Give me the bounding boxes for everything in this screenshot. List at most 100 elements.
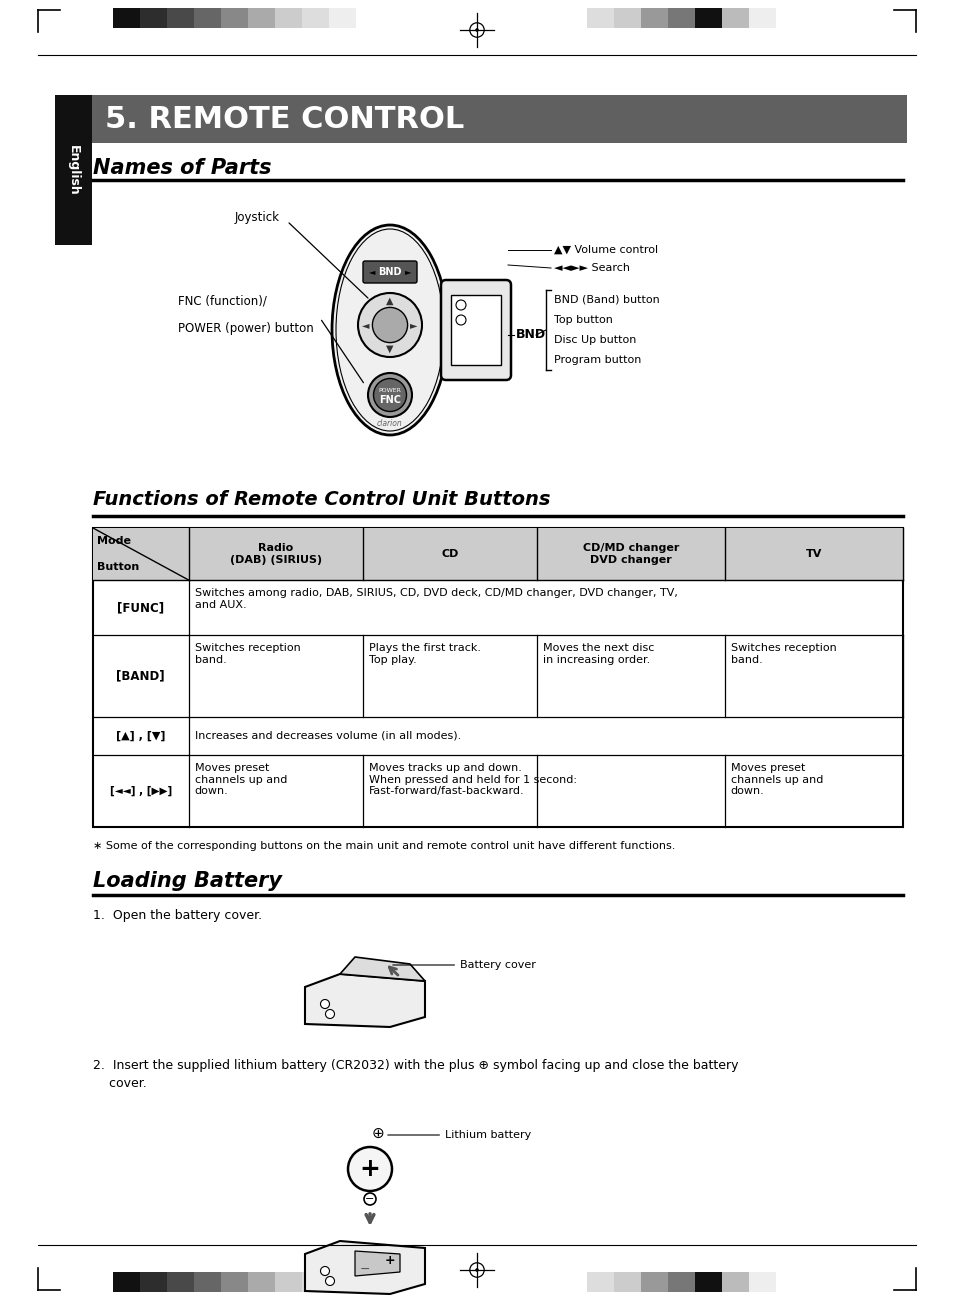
Text: Switches reception
band.: Switches reception band. <box>194 644 300 664</box>
Text: ◄: ◄ <box>369 268 375 277</box>
Text: [▲] , [▼]: [▲] , [▼] <box>116 731 166 741</box>
Text: cover.: cover. <box>92 1076 147 1089</box>
Bar <box>221 1271 248 1292</box>
Bar <box>221 8 248 29</box>
Bar <box>748 8 775 29</box>
Bar <box>748 1271 775 1292</box>
Text: [BAND]: [BAND] <box>116 670 165 682</box>
Bar <box>614 8 640 29</box>
Text: Top button: Top button <box>554 315 612 325</box>
Bar <box>667 1271 695 1292</box>
Text: POWER: POWER <box>378 387 401 393</box>
Bar <box>248 1271 274 1292</box>
Text: CD: CD <box>440 549 458 559</box>
Bar <box>586 8 614 29</box>
Text: Names of Parts: Names of Parts <box>92 159 272 178</box>
Bar <box>167 1271 193 1292</box>
Circle shape <box>456 315 465 325</box>
Text: Switches reception
band.: Switches reception band. <box>730 644 836 664</box>
Bar <box>91 95 906 143</box>
Bar <box>248 8 274 29</box>
Text: BND (Band) button: BND (Band) button <box>554 295 659 306</box>
Text: Functions of Remote Control Unit Buttons: Functions of Remote Control Unit Buttons <box>92 490 550 510</box>
Bar <box>167 8 193 29</box>
Text: Switches among radio, DAB, SIRIUS, CD, DVD deck, CD/MD changer, DVD changer, TV,: Switches among radio, DAB, SIRIUS, CD, D… <box>194 588 677 610</box>
Polygon shape <box>355 1251 399 1277</box>
Bar <box>640 8 667 29</box>
Circle shape <box>475 1269 478 1271</box>
Text: +: + <box>359 1157 380 1180</box>
Bar <box>586 1271 614 1292</box>
Text: +: + <box>384 1254 395 1268</box>
Text: Moves preset
channels up and
down.: Moves preset channels up and down. <box>730 763 822 796</box>
Bar <box>614 1271 640 1292</box>
Text: 5. REMOTE CONTROL: 5. REMOTE CONTROL <box>105 104 464 134</box>
Text: [◄◄] , [▶▶]: [◄◄] , [▶▶] <box>110 786 172 796</box>
Bar <box>55 95 91 244</box>
Bar <box>112 1271 140 1292</box>
Text: −: − <box>365 1193 375 1204</box>
Text: FNC: FNC <box>378 395 400 406</box>
Bar <box>721 8 748 29</box>
Text: Button: Button <box>97 562 139 572</box>
Bar <box>695 8 721 29</box>
Text: clarion: clarion <box>376 419 402 428</box>
Text: BND: BND <box>516 329 545 342</box>
Bar <box>302 1271 329 1292</box>
Text: Loading Battery: Loading Battery <box>92 871 282 890</box>
Polygon shape <box>305 974 424 1027</box>
Bar <box>193 1271 221 1292</box>
Text: TV: TV <box>805 549 821 559</box>
Bar <box>695 1271 721 1292</box>
Bar <box>140 8 167 29</box>
Circle shape <box>456 300 465 309</box>
Bar <box>721 1271 748 1292</box>
Text: ►: ► <box>404 268 411 277</box>
Text: Plays the first track.
Top play.: Plays the first track. Top play. <box>369 644 480 664</box>
Bar <box>140 1271 167 1292</box>
Text: Lithium battery: Lithium battery <box>387 1130 531 1140</box>
FancyBboxPatch shape <box>363 261 416 283</box>
Circle shape <box>325 1277 335 1286</box>
FancyBboxPatch shape <box>440 280 511 380</box>
Circle shape <box>372 307 407 343</box>
Text: ▲: ▲ <box>386 296 394 306</box>
Text: Joystick: Joystick <box>234 212 280 225</box>
Bar <box>640 1271 667 1292</box>
Text: English: English <box>67 144 80 195</box>
Bar <box>329 1271 355 1292</box>
Text: ▼: ▼ <box>386 344 394 354</box>
Circle shape <box>368 373 412 417</box>
Text: 2.  Insert the supplied lithium battery (CR2032) with the plus ⊕ symbol facing u: 2. Insert the supplied lithium battery (… <box>92 1060 738 1072</box>
Text: Mode: Mode <box>97 536 131 546</box>
Text: ◄◄►► Search: ◄◄►► Search <box>554 263 629 273</box>
Text: Moves preset
channels up and
down.: Moves preset channels up and down. <box>194 763 287 796</box>
Bar <box>329 8 355 29</box>
Bar <box>193 8 221 29</box>
Text: ⊕: ⊕ <box>372 1126 384 1140</box>
Text: POWER (power) button: POWER (power) button <box>178 322 314 335</box>
Text: Battery cover: Battery cover <box>393 959 536 970</box>
Text: FNC (function)/: FNC (function)/ <box>178 295 267 308</box>
Text: ◄: ◄ <box>362 320 370 330</box>
Circle shape <box>348 1147 392 1191</box>
Text: Program button: Program button <box>554 355 640 365</box>
Circle shape <box>320 1000 329 1009</box>
Bar <box>92 528 902 827</box>
Bar <box>92 528 902 580</box>
Text: Increases and decreases volume (in all modes).: Increases and decreases volume (in all m… <box>194 731 460 741</box>
Circle shape <box>374 378 406 412</box>
Text: BND: BND <box>377 266 401 277</box>
Text: −: − <box>359 1262 370 1275</box>
Circle shape <box>475 29 478 31</box>
Circle shape <box>357 292 421 358</box>
Circle shape <box>364 1193 375 1205</box>
Text: CD/MD changer
DVD changer: CD/MD changer DVD changer <box>582 543 679 564</box>
Bar <box>274 8 302 29</box>
Text: Disc Up button: Disc Up button <box>554 335 636 345</box>
Polygon shape <box>339 957 424 982</box>
Bar <box>302 8 329 29</box>
Text: Moves the next disc
in increasing order.: Moves the next disc in increasing order. <box>542 644 654 664</box>
Text: 1.  Open the battery cover.: 1. Open the battery cover. <box>92 909 262 922</box>
Bar <box>112 8 140 29</box>
